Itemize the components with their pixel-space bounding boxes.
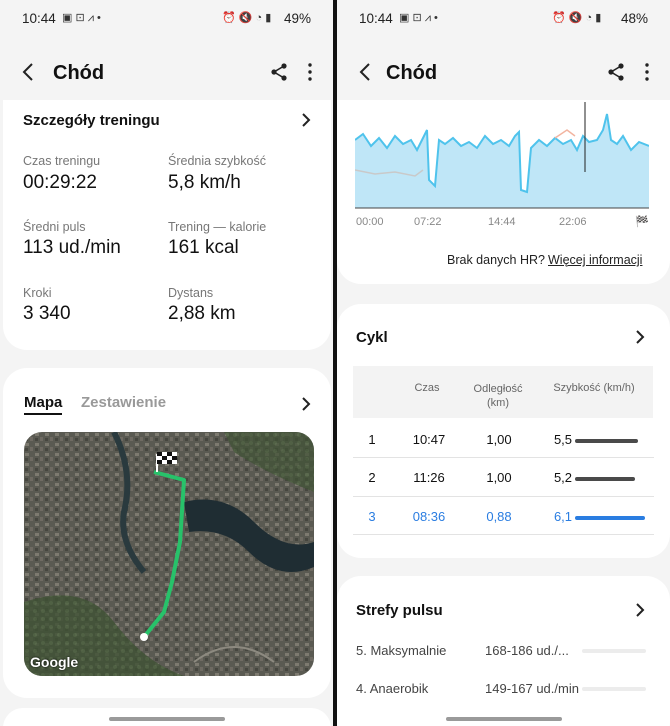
route-line	[142, 470, 186, 639]
status-bar: 10:44 ▣ ⊡ ⩘ • ⏰ 🔇 ◔ ▮ 49%	[0, 0, 333, 36]
speed-bar	[575, 439, 638, 443]
finish-flag-icon	[156, 452, 177, 472]
hr-area	[355, 114, 649, 208]
detail-value: 113 ud./min	[23, 237, 121, 258]
zone-bar	[582, 649, 646, 653]
status-time: 10:44	[22, 11, 56, 26]
detail-label: Czas treningu	[23, 154, 101, 168]
lap-distance: 1,00	[486, 470, 512, 485]
hr-zones-card: Strefy pulsu 5. Maksymalnie 168-186 ud./…	[337, 576, 670, 726]
lap-number: 1	[368, 432, 376, 447]
alarm-mute-wifi-signal-icons: ⏰ 🔇 ◔ ▮	[222, 12, 272, 24]
zone-range: 149-167 ud./min	[485, 681, 579, 696]
x-tick-label: 07:22	[414, 216, 442, 228]
lap-time: 08:36	[412, 509, 446, 524]
back-arrow-icon[interactable]	[355, 60, 377, 84]
app-bar: Chód	[337, 46, 670, 98]
zone-name: 5. Maksymalnie	[356, 643, 447, 658]
zone-range: 168-186 ud./...	[485, 643, 569, 658]
share-icon[interactable]	[606, 62, 626, 82]
column-header-distance: Odległość (km)	[473, 383, 523, 409]
battery-level: 48%	[620, 11, 648, 26]
row-divider	[353, 457, 654, 458]
laps-card: Cykl Czas Odległość (km) Szybkość (km/h)…	[337, 304, 670, 558]
lap-number: 3	[368, 509, 376, 524]
column-header-time: Czas	[414, 382, 440, 394]
more-info-link[interactable]: Więcej informacji	[548, 253, 643, 267]
hr-zones-heading: Strefy pulsu	[356, 602, 443, 619]
map-card: Mapa Zestawienie	[3, 368, 331, 698]
gallery-notification-icon: ▣ ⊡ ⩘ •	[399, 12, 438, 24]
column-header-speed: Szybkość (km/h)	[553, 382, 635, 394]
battery-level: 49%	[283, 11, 311, 26]
zone-name: 4. Anaerobik	[356, 681, 429, 696]
tab-summary[interactable]: Zestawienie	[81, 394, 167, 411]
alarm-mute-wifi-signal-icons: ⏰ 🔇 ◔ ▮	[552, 12, 602, 24]
chevron-right-icon[interactable]	[633, 328, 647, 346]
laps-heading: Cykl	[356, 329, 388, 346]
pace-highlight-line	[554, 129, 576, 139]
detail-label: Średnia szybkość	[168, 154, 266, 168]
left-screen: 10:44 ▣ ⊡ ⩘ • ⏰ 🔇 ◔ ▮ 49% Chód Szczegóły…	[0, 0, 333, 726]
lap-speed: 5,5	[553, 432, 573, 447]
heart-rate-card: 00:00 07:22 14:44 22:06 🏁 Brak danych HR…	[337, 100, 670, 284]
lap-speed: 5,2	[553, 470, 573, 485]
detail-label: Kroki	[23, 286, 52, 300]
finish-flag-icon: 🏁	[635, 216, 649, 228]
tab-map[interactable]: Mapa	[24, 394, 63, 415]
lap-speed: 6,1	[553, 509, 573, 524]
right-screen: 10:44 ▣ ⊡ ⩘ • ⏰ 🔇 ◔ ▮ 48% Chód 00:00 07:…	[337, 0, 670, 726]
chevron-right-icon[interactable]	[299, 395, 313, 413]
detail-value: 00:29:22	[23, 172, 97, 193]
x-tick-label: 22:06	[559, 216, 587, 228]
lap-time: 11:26	[413, 470, 445, 485]
more-options-icon[interactable]	[642, 62, 652, 82]
chevron-right-icon[interactable]	[633, 601, 647, 619]
speed-bar	[575, 516, 645, 520]
detail-value: 5,8 km/h	[168, 172, 241, 193]
zone-bar	[582, 687, 646, 691]
share-icon[interactable]	[269, 62, 289, 82]
lap-distance: 1,00	[486, 432, 512, 447]
page-title: Chód	[53, 62, 105, 84]
gesture-bar	[445, 717, 562, 721]
gallery-notification-icon: ▣ ⊡ ⩘ •	[62, 12, 101, 24]
status-time: 10:44	[359, 11, 393, 26]
details-heading: Szczegóły treningu	[23, 112, 160, 129]
detail-label: Trening — kalorie	[168, 220, 267, 234]
lap-number: 2	[368, 470, 376, 485]
pace-line	[355, 169, 424, 177]
hr-line	[355, 113, 649, 194]
no-hr-data-text: Brak danych HR?	[447, 253, 545, 267]
app-bar: Chód	[0, 46, 333, 98]
lap-time: 10:47	[412, 432, 446, 447]
route-map[interactable]: Google	[24, 432, 314, 676]
route-start-marker	[140, 633, 148, 641]
lap-distance: 0,88	[486, 509, 512, 524]
detail-value: 3 340	[23, 303, 71, 324]
back-arrow-icon[interactable]	[18, 60, 40, 84]
speed-bar	[575, 477, 635, 481]
heart-rate-chart	[355, 102, 649, 209]
chevron-right-icon[interactable]	[299, 111, 313, 129]
detail-label: Średni puls	[23, 220, 86, 234]
detail-label: Dystans	[168, 286, 214, 300]
status-bar: 10:44 ▣ ⊡ ⩘ • ⏰ 🔇 ◔ ▮ 48%	[337, 0, 670, 36]
page-title: Chód	[386, 62, 438, 84]
detail-value: 2,88 km	[168, 303, 236, 324]
map-attribution: Google	[30, 654, 79, 670]
more-options-icon[interactable]	[305, 62, 315, 82]
workout-details-card[interactable]: Szczegóły treningu Czas treningu 00:29:2…	[3, 100, 331, 350]
x-tick-label: 00:00	[356, 216, 384, 228]
laps-table-header	[353, 366, 653, 418]
x-tick-label: 14:44	[488, 216, 516, 228]
gesture-bar	[108, 717, 225, 721]
row-divider	[353, 496, 654, 497]
detail-value: 161 kcal	[168, 237, 239, 258]
row-divider	[353, 534, 654, 535]
